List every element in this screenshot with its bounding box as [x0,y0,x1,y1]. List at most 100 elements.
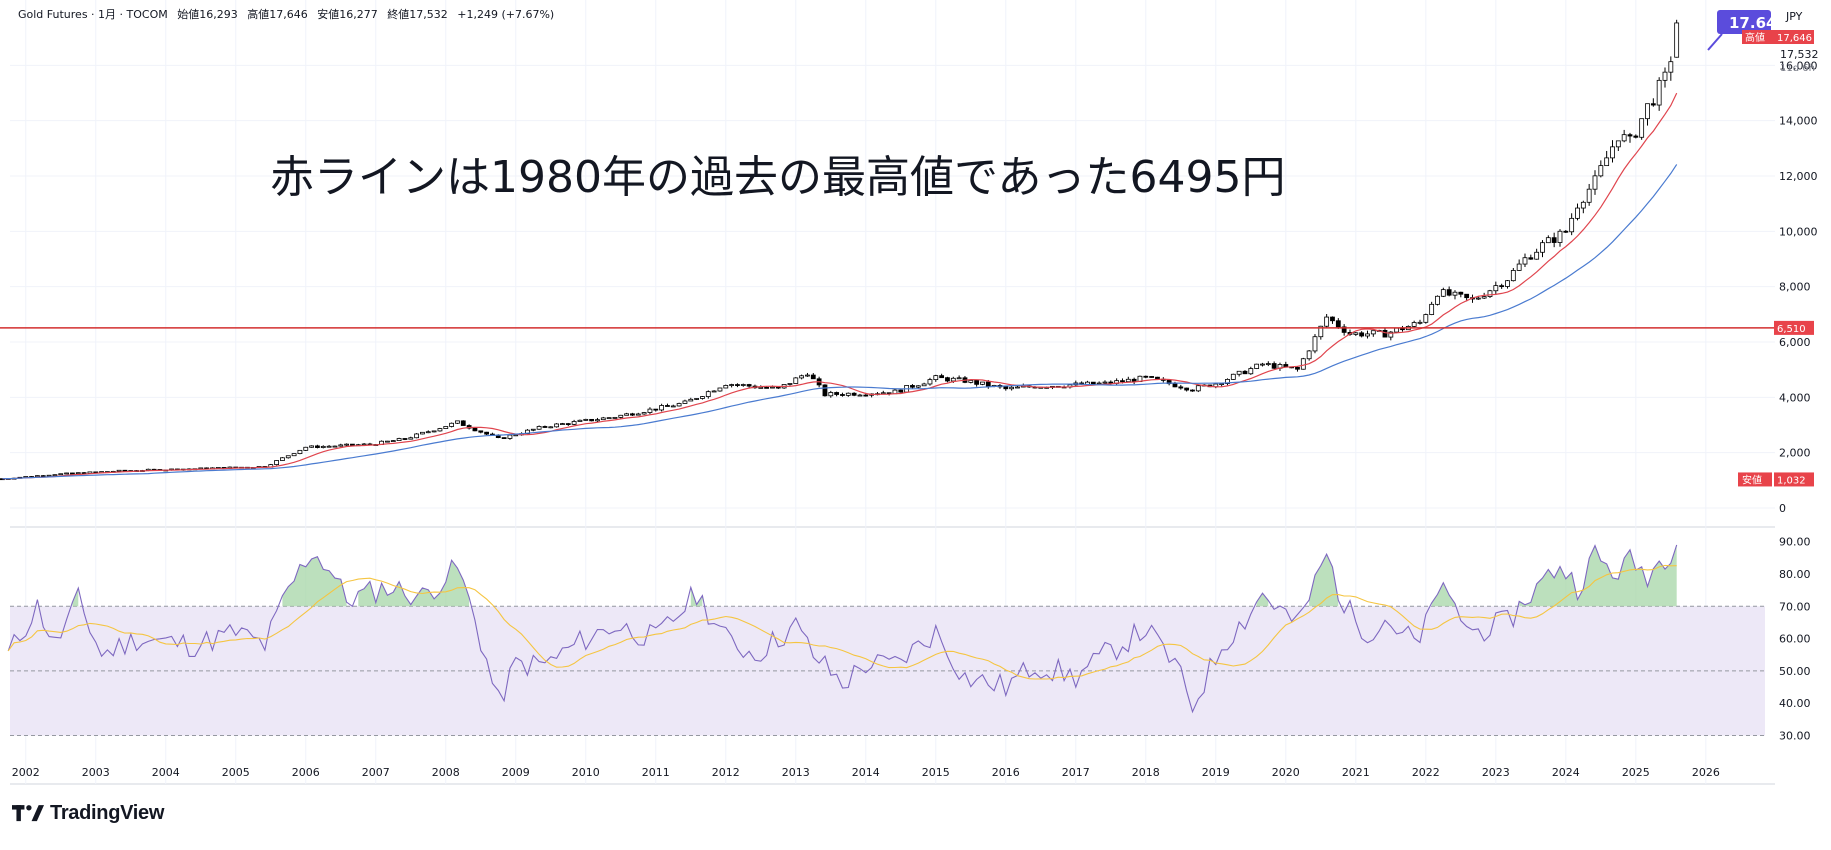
candle-body [775,386,781,389]
candle-body [1464,293,1470,299]
candle-body [478,430,484,433]
candle-body [1195,385,1201,392]
candle-body [612,416,618,419]
candle-body [1184,387,1190,391]
candle-body [641,412,647,415]
candle-body [1674,22,1680,58]
high-value: 17,646 [269,8,308,21]
candle-body [921,383,927,387]
candle-body [1411,322,1417,327]
x-tick-label: 2016 [992,766,1020,779]
candle-body [425,431,431,434]
candle-body [653,408,659,411]
candle-body [1545,237,1551,244]
low-label-text: 安値 [1742,473,1762,486]
symbol-name[interactable]: Gold Futures · 1月 · TOCOM [18,8,168,21]
candle-body [75,472,81,475]
low-value-text: 1,032 [1777,475,1806,486]
candle-body [985,381,991,387]
candle-body [1417,321,1423,324]
candle-body [1260,363,1265,366]
x-tick-label: 2006 [292,766,320,779]
rsi-axis-label: 50.00 [1779,665,1811,678]
price-axis-label: 14,000 [1779,115,1818,128]
candle-body [1557,230,1563,243]
price-axis-label: 4,000 [1779,391,1811,404]
candle-body [1569,217,1575,233]
candle-body [1149,376,1155,378]
candle-body [945,377,950,382]
candle-body [851,392,857,396]
candle-body [64,472,69,475]
candle-body [303,446,309,451]
candle-body [1516,263,1522,271]
candle-body [1353,332,1359,335]
rsi-axis-label: 90.00 [1779,536,1811,549]
candle-body [291,453,297,457]
candle-body [898,389,904,393]
tradingview-logo-icon [12,804,44,821]
ma-fast-line [2,92,1678,480]
x-tick-label: 2012 [712,766,740,779]
candle-body [1335,320,1341,328]
candle-body [764,386,770,389]
price-axis-label: 12,000 [1779,170,1818,183]
candle-body [1580,201,1586,209]
rsi-overbought-fill [1519,544,1677,607]
candle-body [46,474,52,477]
rsi-overbought-fill [1256,593,1269,607]
candle-body [1388,331,1394,338]
candle-body [735,384,740,386]
candle-body [630,413,635,416]
x-tick-label: 2003 [82,766,110,779]
hline-tag-text: 6,510 [1777,324,1806,335]
candle-body [1475,297,1481,300]
price-axis-label: 0 [1779,502,1786,515]
annotation-text: 赤ラインは1980年の過去の最高値であった6495円 [270,152,1286,203]
candle-body [1423,314,1429,323]
low-value-bg [1774,472,1814,487]
candle-body [326,445,332,448]
candle-body [717,387,723,392]
x-tick-label: 2017 [1062,766,1090,779]
x-tick-label: 2010 [572,766,600,779]
candle-body [1254,363,1260,369]
candle-body [1271,363,1277,369]
high-value-text: 17,646 [1777,33,1812,44]
candle-body [647,408,653,413]
candle-body [910,385,915,388]
candle-body [711,390,717,393]
candle-body [577,419,583,422]
candle-body [1650,103,1656,106]
hline-tag-bg [1774,320,1814,335]
candle-body [466,425,472,429]
tradingview-logo[interactable]: TradingView [12,802,164,825]
candle-body [455,420,460,424]
candle-body [431,430,437,433]
candle-body [758,386,764,389]
candle-body [1668,61,1674,73]
candle-body [1627,134,1633,137]
candle-body [320,445,326,448]
candle-body [770,386,775,389]
candle-body [950,377,956,382]
candle-body [980,381,985,385]
candle-body [740,384,746,386]
candle-body [1283,364,1289,368]
price-axis-label: 2,000 [1779,447,1811,460]
close-value: 17,532 [409,8,448,21]
price-axis-label: 10,000 [1779,225,1818,238]
candle-body [1318,325,1324,338]
x-tick-label: 2008 [432,766,460,779]
candle-body [600,417,606,421]
candle-body [1370,330,1376,335]
candle-body [484,431,490,435]
candle-body [1633,135,1639,138]
candle-body [1341,326,1347,333]
low-label: 安値 [317,8,340,21]
candle-body [1102,381,1108,384]
x-tick-label: 2005 [222,766,250,779]
rsi-axis-label: 80.00 [1779,568,1811,581]
x-tick-label: 2007 [362,766,390,779]
